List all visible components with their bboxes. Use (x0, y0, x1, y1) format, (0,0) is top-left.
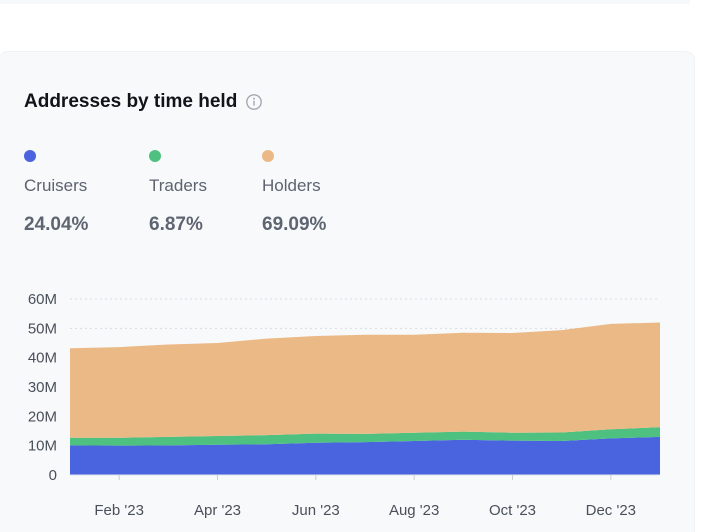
legend-value-traders: 6.87% (149, 214, 207, 236)
legend-dot-cruisers (24, 150, 36, 162)
card-title: Addresses by time held (24, 91, 237, 113)
legend-dot-holders (262, 150, 274, 162)
x-tick-label-dec23: Dec '23 (586, 502, 636, 519)
x-tick-label-feb23: Feb '23 (94, 502, 144, 519)
x-tick-label-oct23: Oct '23 (489, 502, 536, 519)
y-tick-label-20M: 20M (28, 408, 57, 425)
card-title-row: Addresses by time held (24, 91, 263, 113)
legend-value-holders: 69.09% (262, 214, 326, 236)
legend-item-holders[interactable]: Holders 69.09% (262, 150, 326, 236)
y-tick-label-50M: 50M (28, 320, 57, 337)
info-icon[interactable] (245, 93, 263, 111)
legend-label-traders: Traders (149, 176, 207, 196)
y-tick-label-60M: 60M (28, 291, 57, 308)
y-tick-label-10M: 10M (28, 438, 57, 455)
legend-item-cruisers[interactable]: Cruisers 24.04% (24, 150, 88, 236)
y-tick-label-30M: 30M (28, 379, 57, 396)
legend-value-cruisers: 24.04% (24, 214, 88, 236)
x-tick-label-jun23: Jun '23 (292, 502, 340, 519)
y-tick-label-40M: 40M (28, 350, 57, 367)
legend-label-holders: Holders (262, 176, 326, 196)
legend-label-cruisers: Cruisers (24, 176, 88, 196)
legend-dot-traders (149, 150, 161, 162)
previous-card-edge (0, 0, 690, 4)
area-series-holders (70, 322, 660, 437)
stacked-area-chart[interactable]: 0 10M 20M 30M 40M 50M 60M Feb '23 Apr '23 Jun '23… (0, 280, 694, 520)
x-tick-label-aug23: Aug '23 (389, 502, 439, 519)
legend-item-traders[interactable]: Traders 6.87% (149, 150, 207, 236)
x-tick-label-apr23: Apr '23 (194, 502, 241, 519)
y-tick-label-0: 0 (49, 467, 57, 484)
